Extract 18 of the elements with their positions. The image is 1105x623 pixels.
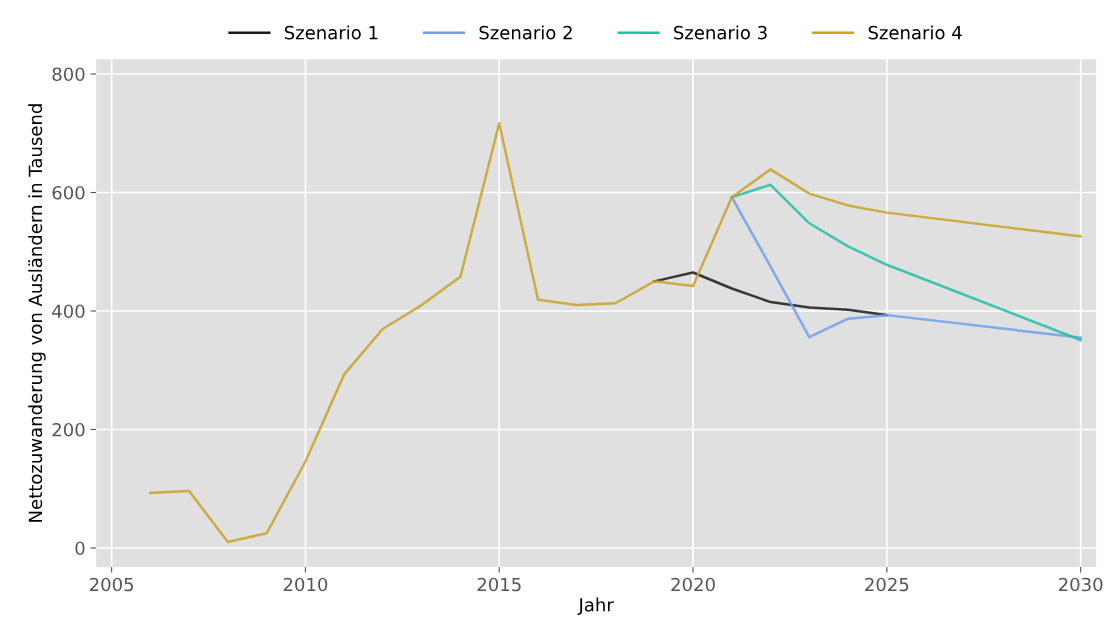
- legend-label: Szenario 3: [674, 25, 767, 40]
- x-tick-label: 2005: [89, 577, 134, 592]
- x-tick-label: 2020: [671, 577, 715, 592]
- y-tick-label: 200: [52, 422, 85, 437]
- x-axis-title: Jahr: [577, 597, 614, 615]
- x-tick-label: 2015: [477, 577, 521, 592]
- line-series: [149, 121, 1082, 544]
- y-axis-title: Nettozuwanderung von Ausländern in Tausend: [28, 104, 46, 522]
- x-tick-label: 2030: [1059, 577, 1103, 592]
- y-tick-label: 800: [52, 67, 85, 82]
- x-tick-label: 2010: [283, 577, 328, 592]
- x-tick-label: 2025: [865, 577, 909, 592]
- legend-label: Szenario 2: [479, 25, 572, 40]
- legend-label: Szenario 4: [868, 25, 962, 40]
- legend-label: Szenario 1: [284, 25, 378, 40]
- y-tick-label: 400: [52, 304, 85, 319]
- y-tick-label: 0: [75, 541, 85, 556]
- y-tick-label: 600: [52, 185, 85, 200]
